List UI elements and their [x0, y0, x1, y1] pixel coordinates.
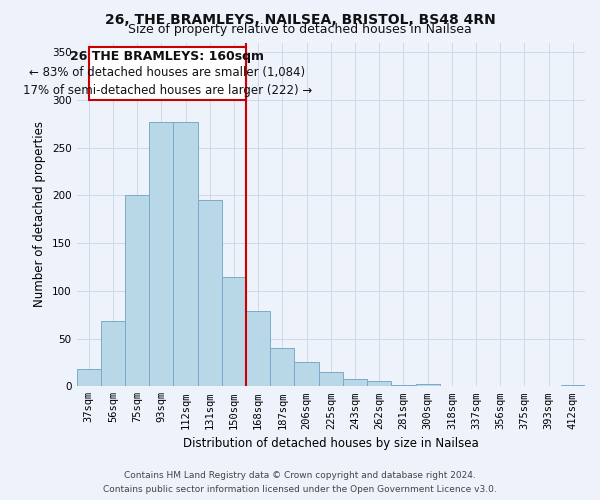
Y-axis label: Number of detached properties: Number of detached properties [34, 122, 46, 308]
X-axis label: Distribution of detached houses by size in Nailsea: Distribution of detached houses by size … [183, 437, 479, 450]
Bar [343, 378, 367, 386]
Text: 26, THE BRAMLEYS, NAILSEA, BRISTOL, BS48 4RN: 26, THE BRAMLEYS, NAILSEA, BRISTOL, BS48… [104, 12, 496, 26]
Bar [246, 311, 270, 386]
Bar [101, 322, 125, 386]
Bar [367, 380, 391, 386]
Bar [270, 348, 295, 387]
Text: Size of property relative to detached houses in Nailsea: Size of property relative to detached ho… [128, 22, 472, 36]
Bar [77, 369, 101, 386]
Bar [197, 200, 222, 386]
Bar [319, 372, 343, 386]
Bar [89, 48, 246, 100]
Bar [149, 122, 173, 386]
Text: ← 83% of detached houses are smaller (1,084): ← 83% of detached houses are smaller (1,… [29, 66, 305, 79]
Text: Contains HM Land Registry data © Crown copyright and database right 2024.
Contai: Contains HM Land Registry data © Crown c… [103, 472, 497, 494]
Text: 17% of semi-detached houses are larger (222) →: 17% of semi-detached houses are larger (… [23, 84, 312, 97]
Bar [125, 196, 149, 386]
Text: 26 THE BRAMLEYS: 160sqm: 26 THE BRAMLEYS: 160sqm [70, 50, 265, 63]
Bar [222, 278, 246, 386]
Bar [173, 122, 197, 386]
Bar [295, 362, 319, 386]
Bar [416, 384, 440, 386]
